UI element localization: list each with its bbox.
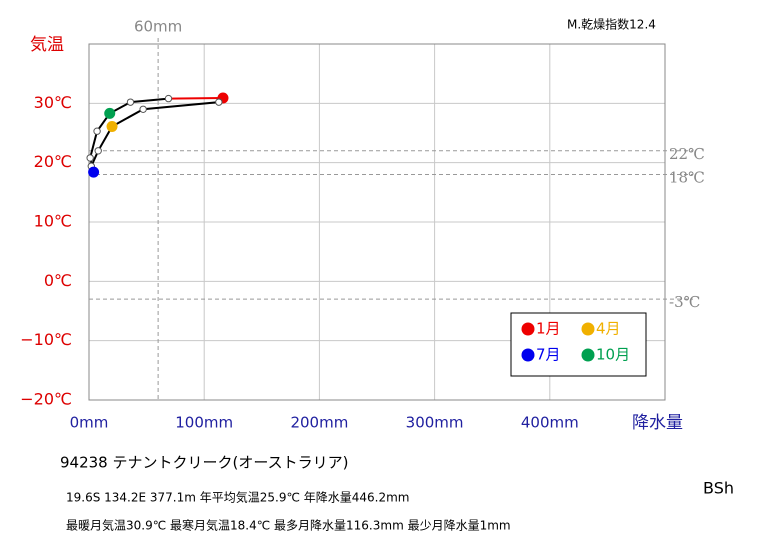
dryness-index: M.乾燥指数12.4: [567, 17, 656, 32]
reference-label: -3℃: [669, 293, 700, 311]
y-tick-label: 0℃: [44, 271, 72, 290]
y-tick-label: 30℃: [34, 93, 72, 112]
legend-label: 1月: [536, 320, 561, 338]
y-tick-label: 20℃: [34, 152, 72, 171]
x-tick-label: 200mm: [290, 414, 348, 432]
highlight-point: [88, 166, 100, 178]
legend-label: 7月: [536, 346, 561, 364]
y-axis-label: 気温: [30, 35, 64, 55]
point: [86, 154, 94, 162]
point: [215, 98, 223, 106]
x-tick-label: 0mm: [70, 414, 109, 432]
reference-label: 18℃: [669, 169, 705, 187]
legend-marker: [581, 348, 595, 362]
plot-frame: [88, 43, 666, 401]
legend: [510, 312, 647, 377]
x-axis-label: 降水量: [632, 413, 683, 433]
point: [164, 94, 173, 103]
reference-label: 60mm: [134, 18, 182, 36]
x-tick-label: 300mm: [406, 414, 464, 432]
legend-marker: [521, 322, 535, 336]
point: [126, 98, 135, 106]
station-name: 94238 テナントクリーク(オーストラリア): [60, 454, 348, 472]
legend-label: 10月: [596, 346, 630, 364]
y-tick-label: −10℃: [20, 330, 72, 349]
closing-segment: [168, 96, 223, 100]
x-tick-label: 100mm: [175, 414, 233, 432]
info-line: 最暖月気温30.9℃ 最寒月気温18.4℃ 最多月降水量116.3mm 最少月降…: [66, 518, 511, 533]
legend-label: 4月: [596, 320, 621, 338]
y-tick-label: −20℃: [20, 390, 72, 409]
legend-marker: [581, 322, 595, 336]
info-line: 19.6S 134.2E 377.1m 年平均気温25.9℃ 年降水量446.2…: [66, 490, 410, 505]
point: [93, 127, 101, 135]
y-tick-label: 10℃: [34, 212, 72, 231]
reference-label: 22℃: [669, 145, 705, 163]
legend-marker: [521, 348, 535, 362]
highlight-point: [104, 107, 116, 119]
x-tick-label: 400mm: [521, 414, 579, 432]
point: [94, 147, 102, 155]
highlight-point: [106, 120, 118, 132]
climate-code: BSh: [703, 479, 734, 498]
point: [139, 105, 147, 113]
